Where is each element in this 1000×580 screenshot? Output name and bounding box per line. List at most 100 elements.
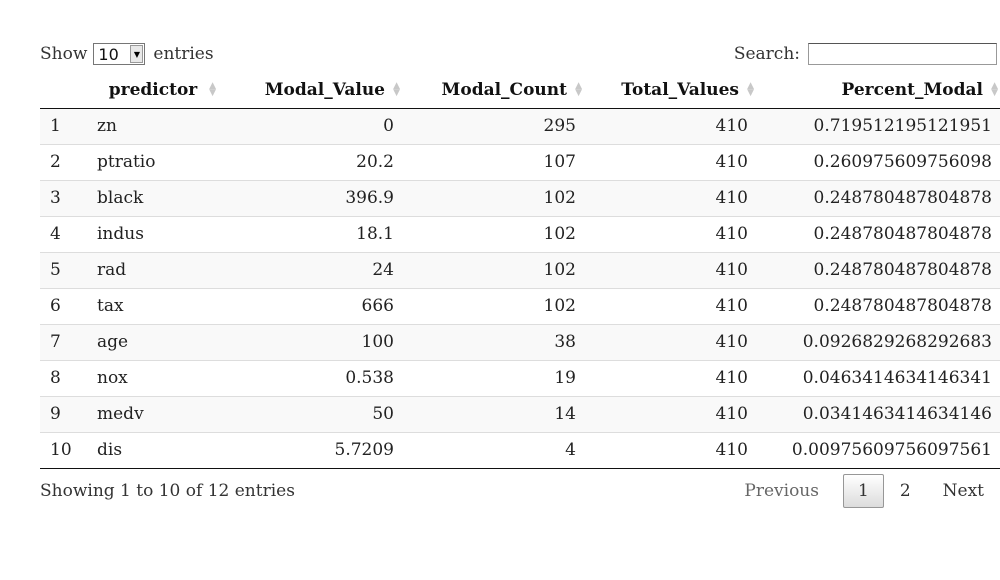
table-info: Showing 1 to 10 of 12 entries: [40, 481, 295, 501]
table-row: 5 rad 24 102 410 0.248780487804878: [40, 251, 1000, 288]
row-index: 4: [40, 215, 87, 252]
row-index: 7: [40, 323, 87, 360]
column-header-predictor[interactable]: predictor ▲ ▼: [87, 72, 226, 109]
cell-modal-value: 18.1: [226, 215, 402, 252]
page-button-2[interactable]: 2: [899, 481, 911, 501]
cell-total-values: 410: [584, 323, 756, 360]
cell-total-values: 410: [584, 215, 756, 252]
column-header-index[interactable]: [40, 72, 87, 109]
length-suffix-label: entries: [153, 44, 214, 64]
cell-total-values: 410: [584, 179, 756, 216]
cell-predictor: tax: [87, 287, 226, 324]
cell-modal-count: 102: [402, 287, 584, 324]
table-body: 1 zn 0 295 410 0.719512195121951 2 ptratio 20.2 1…: [40, 108, 1000, 469]
cell-predictor: ptratio: [87, 143, 226, 180]
row-index: 10: [40, 431, 87, 469]
search-input[interactable]: [808, 43, 997, 65]
cell-predictor: black: [87, 179, 226, 216]
cell-modal-value: 0.538: [226, 359, 402, 396]
sort-both-icon: ▲ ▼: [747, 80, 754, 98]
row-index: 9: [40, 395, 87, 432]
entries-select-value: 10: [98, 44, 119, 64]
cell-percent-modal: 0.0926829268292683: [756, 323, 1000, 360]
search-label: Search:: [733, 44, 800, 64]
cell-modal-count: 102: [402, 215, 584, 252]
cell-modal-value: 5.7209: [226, 431, 402, 469]
cell-modal-value: 396.9: [226, 179, 402, 216]
cell-percent-modal: 0.260975609756098: [756, 143, 1000, 180]
cell-modal-value: 0: [226, 108, 402, 144]
cell-total-values: 410: [584, 108, 756, 144]
next-page-button[interactable]: Next: [942, 481, 984, 501]
column-header-modal-count[interactable]: Modal_Count ▲ ▼: [402, 72, 584, 109]
table-row: 10 dis 5.7209 4 410 0.00975609756097561: [40, 431, 1000, 469]
table-row: 7 age 100 38 410 0.0926829268292683: [40, 323, 1000, 360]
datatable-wrapper: Show 10 ▼ entries Search: predictor ▲ ▼ Mo…: [40, 0, 1000, 580]
cell-total-values: 410: [584, 287, 756, 324]
search-control: Search:: [734, 42, 997, 66]
page-button-1[interactable]: 1: [842, 474, 884, 508]
pagination: Previous 1 2 Next: [728, 473, 1000, 509]
cell-modal-count: 19: [402, 359, 584, 396]
column-header-percent-modal[interactable]: Percent_Modal ▲ ▼: [756, 72, 1000, 109]
cell-modal-value: 666: [226, 287, 402, 324]
cell-modal-count: 102: [402, 251, 584, 288]
cell-percent-modal: 0.248780487804878: [756, 215, 1000, 252]
cell-modal-value: 50: [226, 395, 402, 432]
cell-total-values: 410: [584, 395, 756, 432]
cell-predictor: age: [87, 323, 226, 360]
cell-modal-value: 24: [226, 251, 402, 288]
sort-both-icon: ▲ ▼: [575, 80, 582, 98]
table-row: 6 tax 666 102 410 0.248780487804878: [40, 287, 1000, 324]
sort-both-icon: ▲ ▼: [991, 80, 998, 98]
cell-total-values: 410: [584, 359, 756, 396]
cell-total-values: 410: [584, 431, 756, 469]
data-table: predictor ▲ ▼ Modal_Value ▲ ▼ Modal_Count ▲ ▼ …: [40, 72, 1000, 469]
entries-select[interactable]: 10 ▼: [93, 43, 146, 65]
table-row: 3 black 396.9 102 410 0.248780487804878: [40, 179, 1000, 216]
cell-predictor: medv: [87, 395, 226, 432]
cell-percent-modal: 0.0341463414634146: [756, 395, 1000, 432]
table-row: 9 medv 50 14 410 0.0341463414634146: [40, 395, 1000, 432]
table-row: 4 indus 18.1 102 410 0.248780487804878: [40, 215, 1000, 252]
row-index: 1: [40, 108, 87, 144]
cell-modal-value: 100: [226, 323, 402, 360]
previous-page-button[interactable]: Previous: [744, 481, 819, 501]
row-index: 5: [40, 251, 87, 288]
cell-modal-count: 4: [402, 431, 584, 469]
table-row: 2 ptratio 20.2 107 410 0.260975609756098: [40, 143, 1000, 180]
cell-modal-count: 14: [402, 395, 584, 432]
table-row: 8 nox 0.538 19 410 0.0463414634146341: [40, 359, 1000, 396]
cell-percent-modal: 0.248780487804878: [756, 251, 1000, 288]
cell-predictor: zn: [87, 108, 226, 144]
row-index: 2: [40, 143, 87, 180]
entries-length-control: Show 10 ▼ entries: [40, 42, 214, 66]
cell-modal-count: 107: [402, 143, 584, 180]
sort-both-icon: ▲ ▼: [393, 80, 400, 98]
cell-percent-modal: 0.248780487804878: [756, 287, 1000, 324]
table-row: 1 zn 0 295 410 0.719512195121951: [40, 108, 1000, 144]
length-prefix-label: Show: [40, 44, 88, 64]
row-index: 8: [40, 359, 87, 396]
column-header-total-values[interactable]: Total_Values ▲ ▼: [584, 72, 756, 109]
table-header-row: predictor ▲ ▼ Modal_Value ▲ ▼ Modal_Count ▲ ▼ …: [40, 72, 1000, 109]
cell-modal-count: 38: [402, 323, 584, 360]
cell-total-values: 410: [584, 251, 756, 288]
cell-predictor: nox: [87, 359, 226, 396]
cell-predictor: dis: [87, 431, 226, 469]
cell-percent-modal: 0.00975609756097561: [756, 431, 1000, 469]
sort-both-icon: ▲ ▼: [209, 80, 216, 98]
column-header-modal-value[interactable]: Modal_Value ▲ ▼: [226, 72, 402, 109]
cell-total-values: 410: [584, 143, 756, 180]
row-index: 6: [40, 287, 87, 324]
cell-modal-count: 102: [402, 179, 584, 216]
cell-modal-value: 20.2: [226, 143, 402, 180]
row-index: 3: [40, 179, 87, 216]
dropdown-arrow-icon[interactable]: ▼: [130, 45, 144, 63]
cell-percent-modal: 0.0463414634146341: [756, 359, 1000, 396]
cell-modal-count: 295: [402, 108, 584, 144]
cell-percent-modal: 0.248780487804878: [756, 179, 1000, 216]
cell-percent-modal: 0.719512195121951: [756, 108, 1000, 144]
cell-predictor: rad: [87, 251, 226, 288]
cell-predictor: indus: [87, 215, 226, 252]
